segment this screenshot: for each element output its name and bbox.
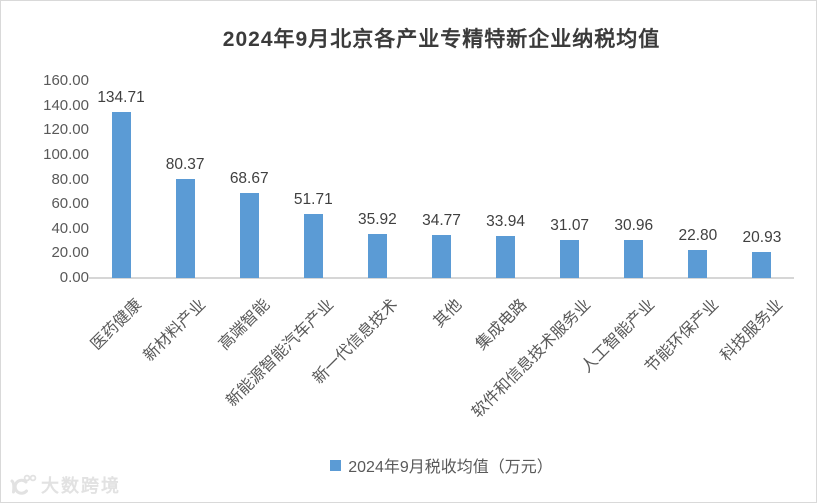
y-axis-tick-label: 0.00 — [59, 269, 89, 286]
bar-6[interactable] — [496, 236, 516, 278]
bar-10[interactable] — [752, 252, 772, 278]
x-axis-line — [89, 277, 794, 279]
chart-title: 2024年9月北京各产业专精特新企业纳税均值 — [222, 28, 661, 51]
y-axis-tick-label: 120.00 — [43, 121, 89, 139]
watermark-text: 大数跨境 — [41, 476, 121, 496]
y-axis-tick-label: 60.00 — [51, 195, 89, 213]
bar-1[interactable] — [175, 179, 195, 278]
bar-7[interactable] — [560, 239, 580, 278]
y-axis-tick-label: 20.00 — [51, 244, 89, 262]
bar-3[interactable] — [303, 214, 323, 278]
bar-8[interactable] — [624, 239, 644, 278]
bar-2[interactable] — [239, 193, 259, 278]
bar-value-label: 20.93 — [742, 229, 782, 247]
y-axis-tick-label: 160.00 — [43, 72, 89, 89]
bar-value-label: 51.71 — [293, 191, 333, 209]
legend-swatch-icon — [330, 459, 342, 471]
legend-label: 2024年9月税收均值（万元） — [348, 459, 553, 476]
bar-value-label: 33.94 — [486, 213, 525, 231]
y-axis-tick-label: 40.00 — [51, 219, 89, 237]
y-axis-tick-label: 140.00 — [43, 96, 89, 114]
bar-5[interactable] — [432, 235, 451, 278]
bar-9[interactable] — [688, 249, 708, 278]
bar-value-label: 80.37 — [165, 156, 205, 174]
y-axis-tick-label: 100.00 — [43, 145, 89, 163]
watermark-logo-icon — [7, 472, 37, 498]
bar-value-label: 22.80 — [678, 226, 718, 244]
bar-value-label: 134.71 — [97, 89, 145, 107]
bar-value-label: 31.07 — [550, 216, 590, 234]
legend: 2024年9月税收均值（万元） — [89, 453, 794, 477]
bar-value-label: 35.92 — [358, 210, 397, 228]
bar-value-label: 34.77 — [422, 212, 461, 230]
watermark: 大数跨境 — [7, 472, 121, 498]
bar-0[interactable] — [111, 112, 131, 278]
y-axis-tick-label: 80.00 — [51, 170, 89, 188]
bar-value-label: 68.67 — [229, 170, 269, 188]
bar-value-label: 30.96 — [614, 216, 654, 234]
bar-4[interactable] — [367, 233, 387, 278]
